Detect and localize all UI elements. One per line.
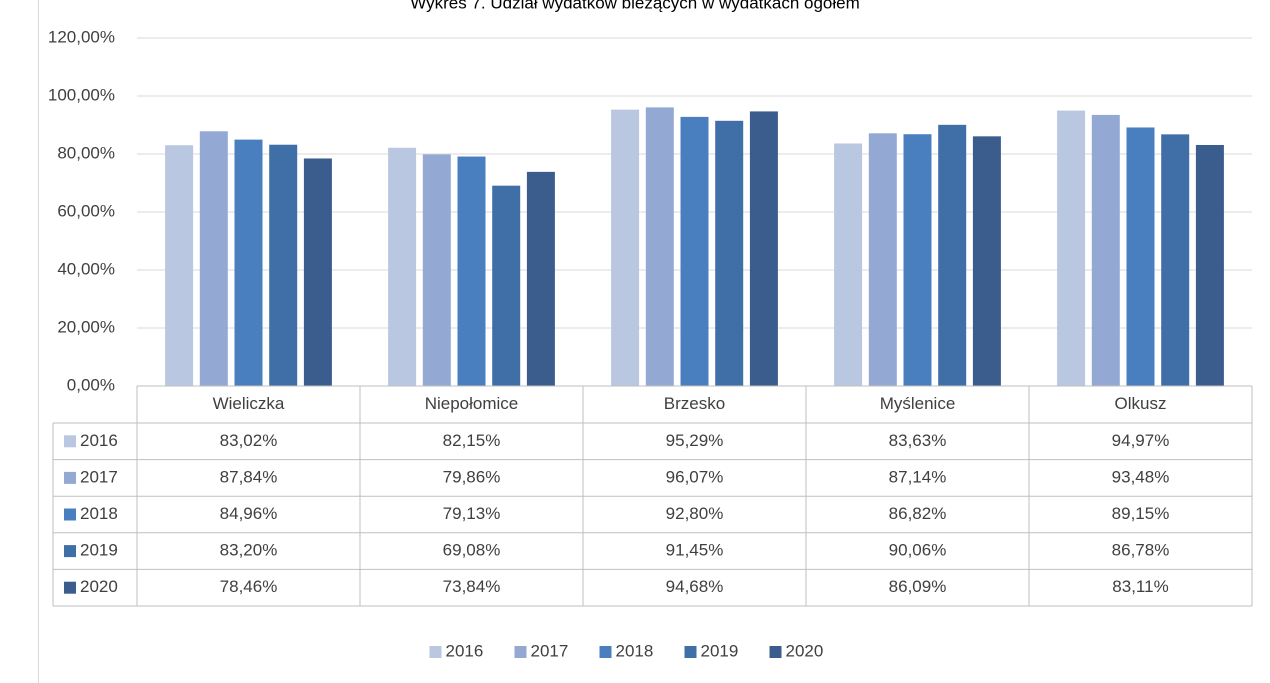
bar xyxy=(1057,110,1086,386)
legend-key xyxy=(684,646,697,658)
legend-label: 2016 xyxy=(446,641,484,660)
table-cell: 91,45% xyxy=(666,541,724,560)
table-cell: 78,46% xyxy=(220,577,278,596)
bar xyxy=(749,111,778,386)
x-tick-label: Wieliczka xyxy=(213,394,285,413)
legend-label: 2019 xyxy=(701,641,739,660)
legend-label: 2018 xyxy=(616,641,654,660)
bar xyxy=(234,139,263,386)
table-key xyxy=(64,471,76,484)
y-tick-label: 40,00% xyxy=(57,259,115,278)
table-cell: 87,14% xyxy=(889,467,947,486)
table-row-label: 2018 xyxy=(80,504,118,523)
table-cell: 86,82% xyxy=(889,504,947,523)
table-cell: 73,84% xyxy=(443,577,501,596)
table-cell: 82,15% xyxy=(443,431,501,450)
bar xyxy=(611,109,640,386)
table-cell: 87,84% xyxy=(220,467,278,486)
table-key xyxy=(64,581,76,594)
y-tick-label: 20,00% xyxy=(57,317,115,336)
table-cell: 92,80% xyxy=(666,504,724,523)
legend-label: 2017 xyxy=(531,641,569,660)
y-tick-label: 0,00% xyxy=(67,375,115,394)
y-tick-label: 80,00% xyxy=(57,143,115,162)
table-key xyxy=(64,435,76,448)
table-key xyxy=(64,508,76,521)
bar xyxy=(938,124,967,387)
legend-label: 2020 xyxy=(786,641,824,660)
bar xyxy=(492,185,521,386)
bar xyxy=(1161,134,1190,386)
table-row-label: 2016 xyxy=(80,431,118,450)
table-row-label: 2020 xyxy=(80,577,118,596)
table-cell: 95,29% xyxy=(666,431,724,450)
table-cell: 93,48% xyxy=(1112,467,1170,486)
chart-border xyxy=(38,0,39,683)
table-key xyxy=(64,545,76,558)
bar xyxy=(834,143,863,386)
legend-key xyxy=(599,646,612,658)
table-cell: 69,08% xyxy=(443,541,501,560)
bar xyxy=(715,120,744,387)
table-cell: 96,07% xyxy=(666,467,724,486)
table-cell: 79,86% xyxy=(443,467,501,486)
y-tick-label: 120,00% xyxy=(48,27,115,46)
table-cell: 90,06% xyxy=(889,541,947,560)
table-cell: 94,68% xyxy=(666,577,724,596)
table-cell: 83,02% xyxy=(220,431,278,450)
y-tick-label: 100,00% xyxy=(48,85,115,104)
table-row-label: 2019 xyxy=(80,541,118,560)
bar xyxy=(388,147,417,386)
bar xyxy=(680,116,709,386)
chart-title: Wykres 7. Udział wydatków bieżących w wy… xyxy=(410,0,860,12)
table-cell: 94,97% xyxy=(1112,431,1170,450)
table-cell: 86,78% xyxy=(1112,541,1170,560)
bar xyxy=(526,171,555,386)
x-tick-label: Myślenice xyxy=(880,394,956,413)
bar xyxy=(1126,127,1155,386)
bar xyxy=(269,144,298,386)
table-cell: 83,20% xyxy=(220,541,278,560)
table-cell: 89,15% xyxy=(1112,504,1170,523)
legend-key xyxy=(514,646,527,658)
bar xyxy=(303,158,332,386)
x-tick-label: Niepołomice xyxy=(425,394,519,413)
legend-key xyxy=(769,646,782,658)
bar xyxy=(457,156,486,386)
y-tick-label: 60,00% xyxy=(57,201,115,220)
table-cell: 86,09% xyxy=(889,577,947,596)
bar xyxy=(645,107,674,386)
table-cell: 83,11% xyxy=(1112,577,1168,596)
bar xyxy=(868,133,897,386)
bar xyxy=(1091,114,1120,387)
table-cell: 79,13% xyxy=(443,504,501,523)
bar xyxy=(422,154,451,386)
bar xyxy=(1195,144,1224,386)
legend-key xyxy=(429,646,442,658)
table-cell: 83,63% xyxy=(889,431,947,450)
table-cell: 84,96% xyxy=(220,504,278,523)
table-row-label: 2017 xyxy=(80,467,118,486)
bar xyxy=(972,136,1001,386)
bar xyxy=(165,145,194,386)
bar xyxy=(903,134,932,386)
bar xyxy=(199,131,228,386)
x-tick-label: Olkusz xyxy=(1115,394,1167,413)
x-tick-label: Brzesko xyxy=(664,394,725,413)
